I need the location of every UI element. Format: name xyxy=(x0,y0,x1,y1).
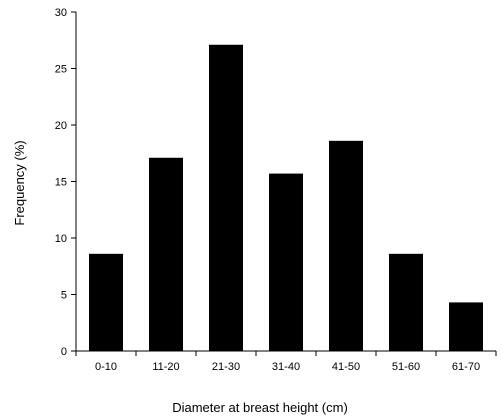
plot-area: 0 5 10 15 20 25 30 0-10 11-20 21-30 31-40 41-50 51-6… xyxy=(55,7,497,373)
x-axis-title: Diameter at breast height (cm) xyxy=(172,400,348,415)
x-tick-label: 41-50 xyxy=(332,361,360,373)
bar-51-60 xyxy=(389,253,423,351)
x-tick-label: 21-30 xyxy=(212,361,240,373)
y-tick-label: 30 xyxy=(55,7,67,19)
y-tick-label: 20 xyxy=(55,120,67,132)
x-tick-label: 31-40 xyxy=(272,361,300,373)
y-tick-label: 10 xyxy=(55,233,67,245)
x-tick-label: 51-60 xyxy=(392,361,420,373)
y-axis-title: Frequency (%) xyxy=(12,140,27,225)
bar-41-50 xyxy=(329,140,363,351)
bar-31-40 xyxy=(269,173,303,351)
bar-11-20 xyxy=(149,157,183,351)
y-tick-label: 15 xyxy=(55,177,67,189)
y-tick-label: 25 xyxy=(55,64,67,76)
x-tick-label: 61-70 xyxy=(452,361,480,373)
y-tick-label: 5 xyxy=(61,290,67,302)
x-tick-label: 11-20 xyxy=(152,361,179,373)
y-tick-label: 0 xyxy=(61,346,67,358)
x-tick-label: 0-10 xyxy=(95,361,117,373)
bar-0-10 xyxy=(89,253,123,351)
bar-61-70 xyxy=(449,302,483,351)
bar-21-30 xyxy=(209,44,243,352)
